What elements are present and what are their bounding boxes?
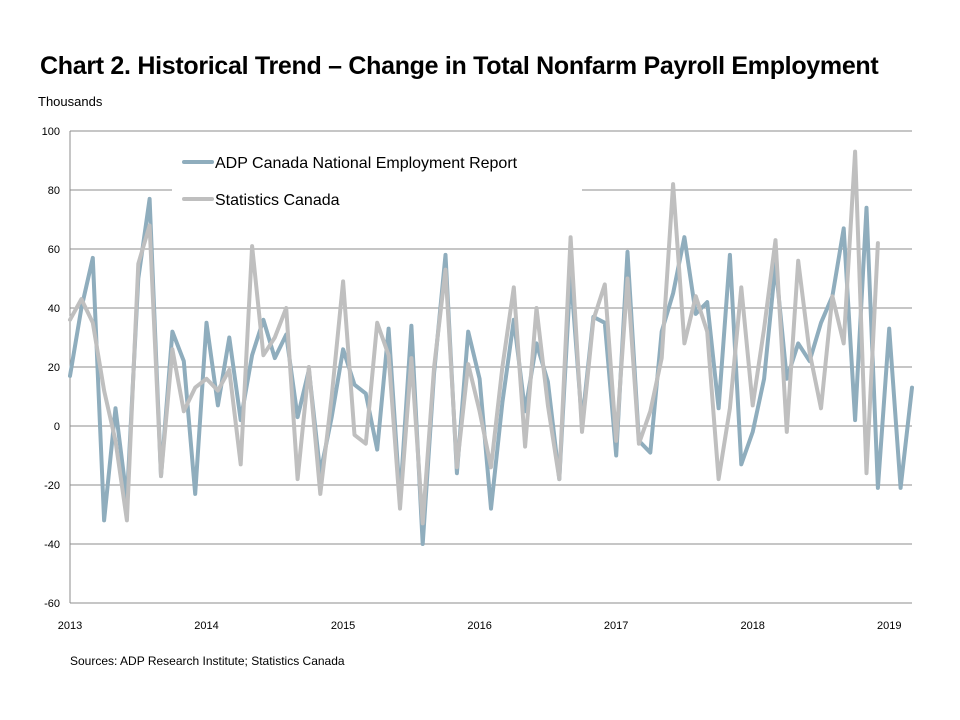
x-tick-label: 2016 — [467, 620, 491, 632]
y-tick-label: 100 — [42, 126, 60, 138]
y-tick-label: 60 — [48, 244, 60, 256]
legend-box — [172, 141, 582, 219]
x-tick-label: 2018 — [740, 620, 764, 632]
series-line-adp — [68, 196, 914, 546]
y-axis-unit-label: Thousands — [38, 94, 103, 109]
source-note: Sources: ADP Research Institute; Statist… — [70, 654, 345, 668]
chart-title: Chart 2. Historical Trend – Change in To… — [40, 52, 879, 80]
y-tick-label: -60 — [44, 598, 60, 610]
y-tick-label: 0 — [54, 421, 60, 433]
series-line-statistics-canada — [68, 149, 880, 526]
legend: ADP Canada National Employment Report Sta… — [172, 141, 582, 219]
y-tick-label: 80 — [48, 185, 60, 197]
y-tick-label: -40 — [44, 539, 60, 551]
y-tick-label: 20 — [48, 362, 60, 374]
x-tick-label: 2014 — [194, 620, 218, 632]
x-tick-label: 2013 — [58, 620, 82, 632]
legend-label: Statistics Canada — [215, 192, 340, 209]
x-tick-label: 2015 — [331, 620, 355, 632]
y-tick-label: -20 — [44, 480, 60, 492]
legend-label: ADP Canada National Employment Report — [215, 155, 518, 172]
x-tick-label: 2017 — [604, 620, 628, 632]
series-lines — [68, 149, 914, 546]
y-tick-label: 40 — [48, 303, 60, 315]
x-tick-label: 2019 — [877, 620, 901, 632]
